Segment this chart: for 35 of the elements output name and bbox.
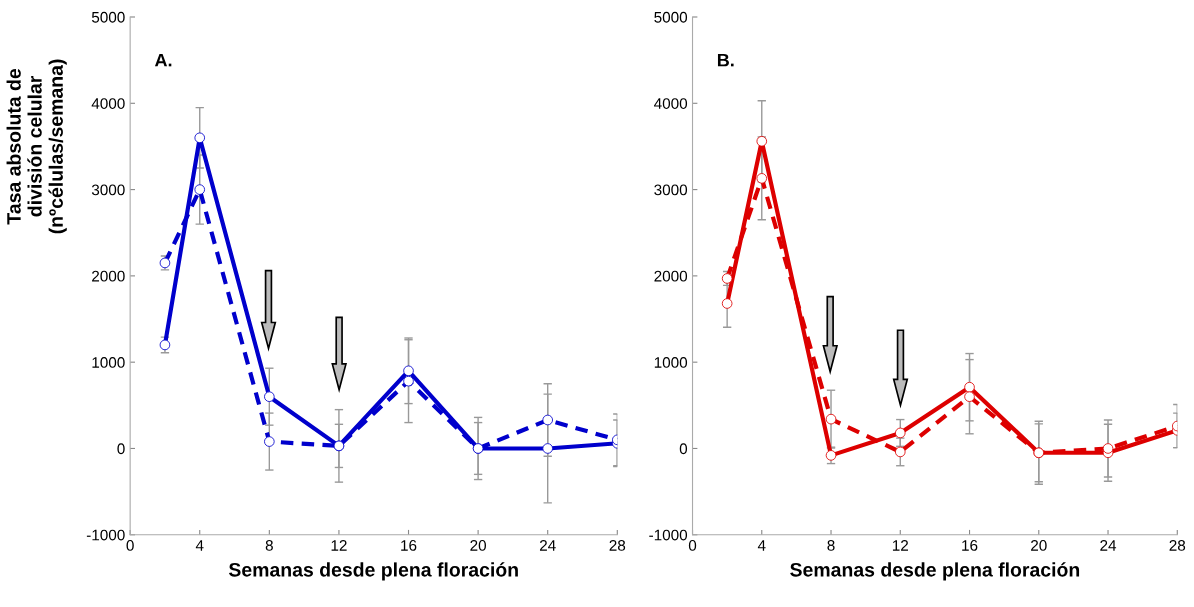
x-tick-label: 16 (401, 540, 417, 551)
y-tick-label: 0 (117, 443, 125, 455)
y-tick-label: -1000 (86, 529, 125, 541)
x-tick-label: 24 (539, 540, 556, 551)
y-tick-label: 2000 (92, 270, 125, 282)
y-axis-title: Tasa absoluta de división celular (nºcélulas/semana) (6, 59, 67, 234)
x-axis-title: Semanas desde plena floración (228, 562, 518, 581)
x-tick-label: 8 (265, 540, 273, 551)
text: B. (717, 53, 734, 67)
y-tick-label: 5000 (91, 11, 125, 23)
y-tick-label: 1000 (92, 357, 125, 368)
x-tick-label: 24 (1100, 540, 1117, 551)
y-tick-label: 5000 (654, 11, 688, 23)
x-tick-label: 12 (892, 540, 909, 551)
x-axis-title: Semanas desde plena floración (790, 562, 1080, 581)
x-tick-label: 12 (331, 540, 347, 551)
x-tick-label: 16 (962, 540, 978, 551)
x-tick-label: 0 (126, 540, 134, 551)
y-tick-label: -1000 (649, 529, 688, 541)
x-tick-label: 20 (470, 540, 487, 551)
x-tick-label: 0 (688, 540, 697, 551)
y-tick-label: 4000 (91, 98, 125, 109)
x-tick-label: 8 (827, 540, 835, 551)
x-tick-label: 28 (609, 540, 626, 551)
x-tick-label: 28 (1169, 540, 1186, 551)
x-tick-label: 4 (757, 540, 766, 551)
y-tick-label: 3000 (91, 184, 125, 196)
y-tick-label: 0 (679, 443, 688, 455)
text: A. (154, 53, 172, 67)
y-tick-label: 4000 (654, 98, 688, 109)
y-tick-label: 2000 (654, 270, 688, 282)
y-tick-label: 1000 (654, 357, 688, 368)
y-tick-label: 3000 (654, 184, 688, 196)
x-tick-label: 20 (1031, 540, 1047, 551)
x-tick-label: 4 (195, 540, 204, 551)
